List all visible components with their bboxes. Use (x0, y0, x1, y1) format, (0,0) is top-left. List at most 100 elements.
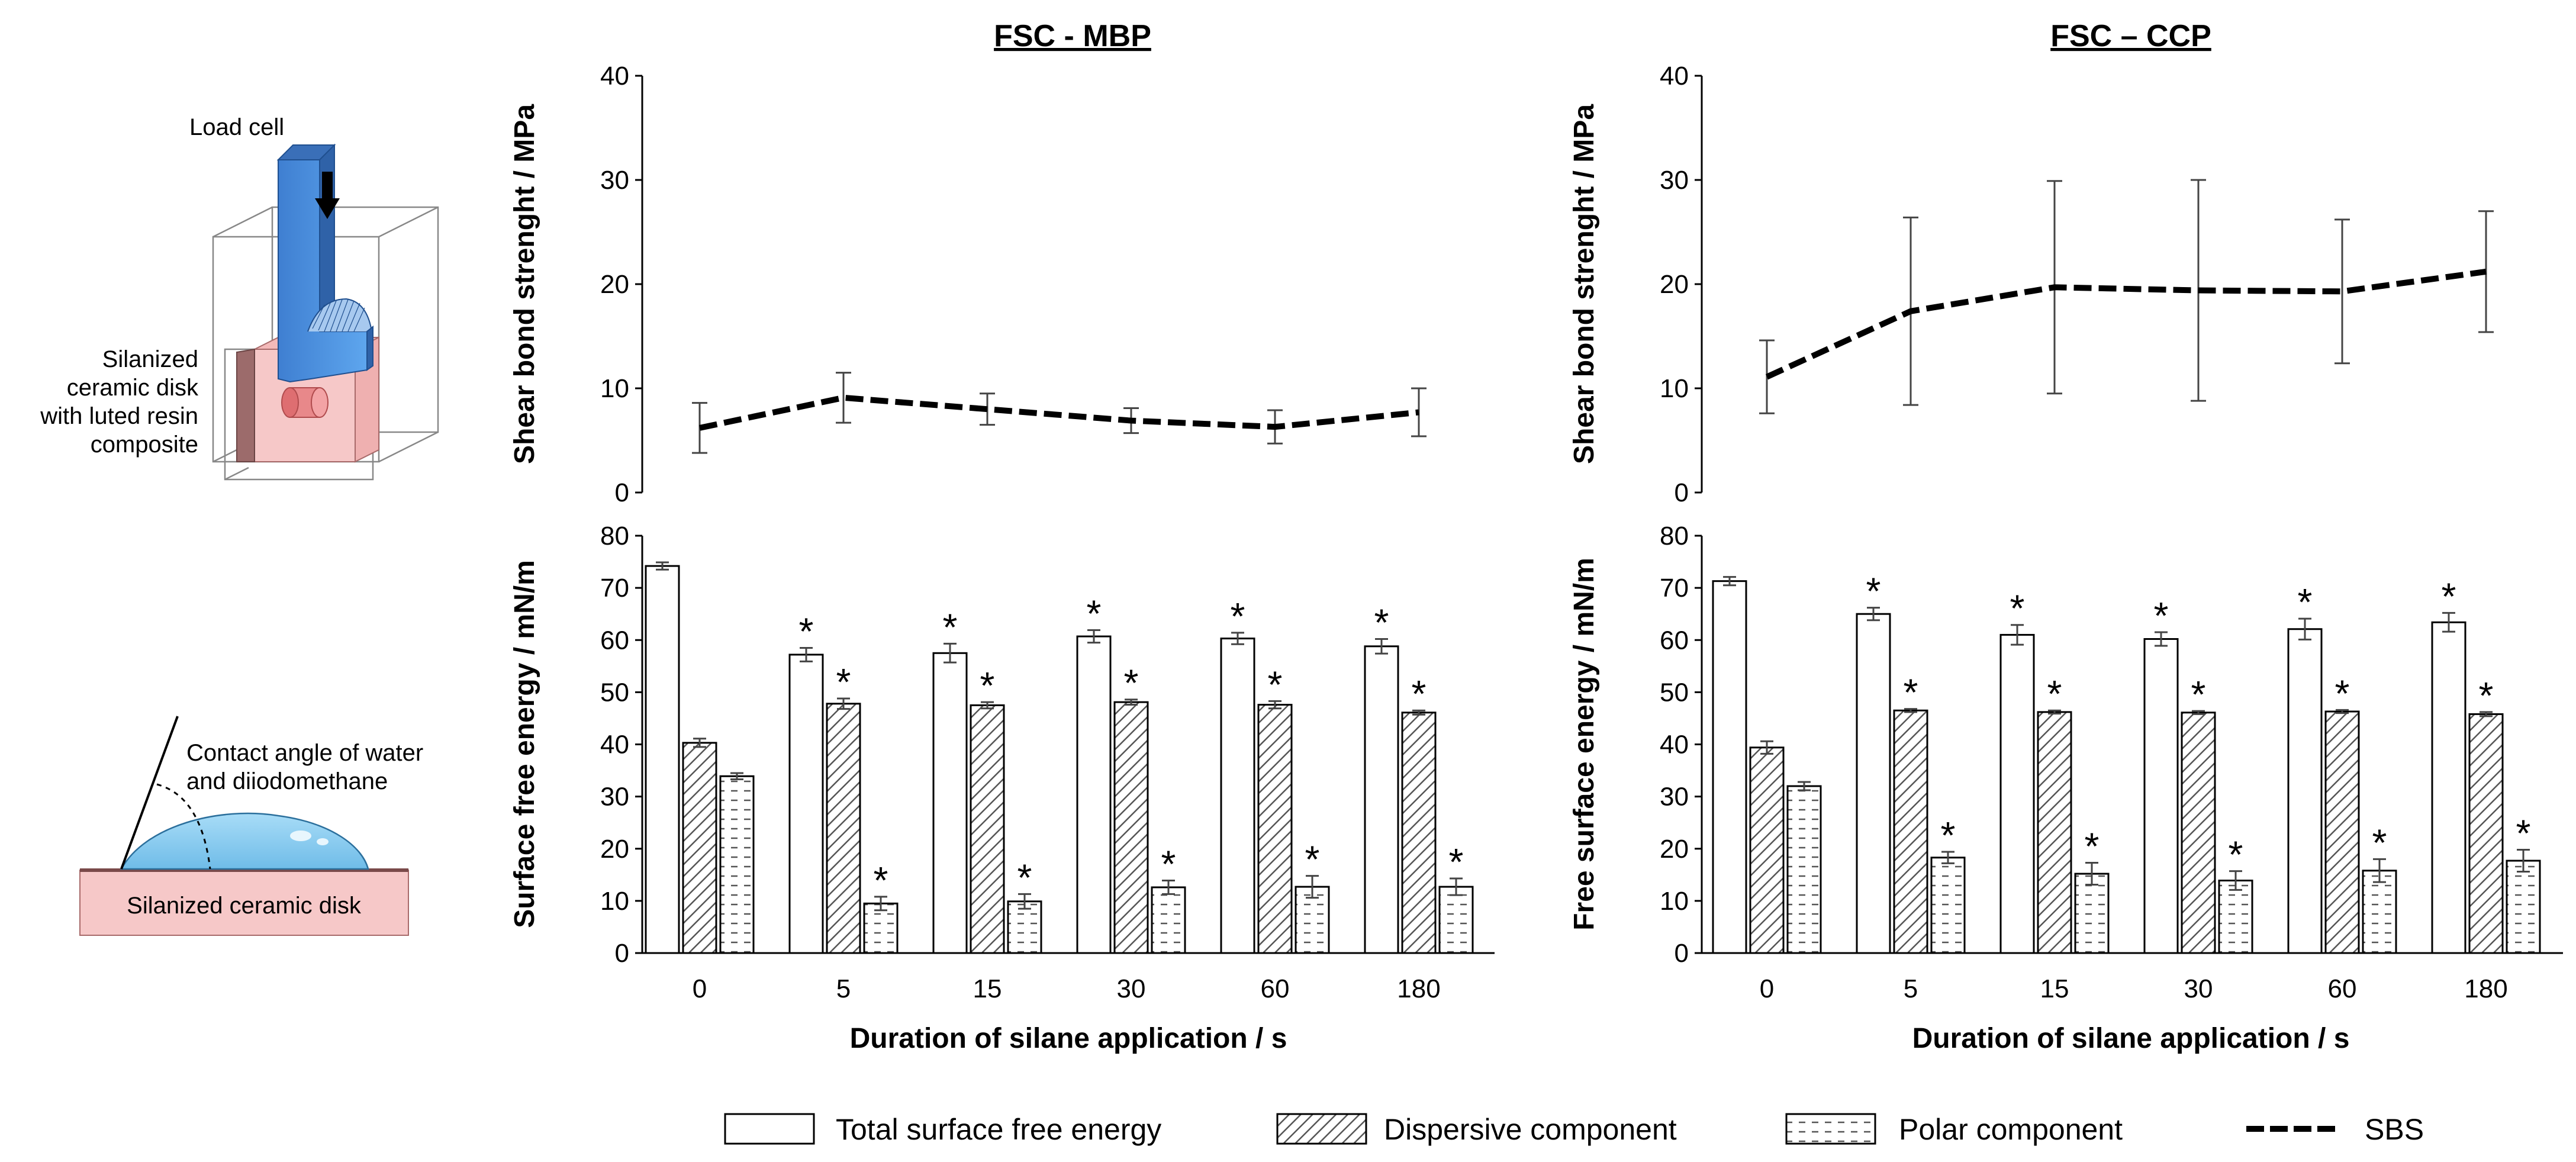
significance-star: * (1449, 841, 1464, 883)
load-arrow-icon (315, 172, 340, 219)
significance-star: * (2191, 673, 2206, 716)
bar-polar (1151, 886, 1186, 954)
chart-mbp-sbs: 0 10 20 30 40 Shear bond strenght / MPa (509, 62, 1427, 507)
bar-dispersive (1257, 704, 1293, 954)
bar-dispersive (1401, 712, 1437, 954)
bar-polar (2362, 870, 2397, 954)
significance-star: * (1124, 662, 1139, 704)
bar-total (1076, 635, 1112, 954)
shear-test-illustration: Load cell Silanized ceramic disk with lu… (40, 114, 439, 481)
bar-dispersive (1749, 746, 1785, 954)
bar-dispersive (1893, 709, 1928, 954)
disk-label-line-1: Silanized (102, 346, 198, 372)
y-tick-label: 10 (1660, 887, 1689, 916)
y-tick-label: 70 (600, 574, 629, 603)
x-tick-label: 60 (2328, 974, 2357, 1003)
significance-star: * (2479, 674, 2494, 717)
x-tick-label: 60 (1261, 974, 1290, 1003)
x-axis-label: Duration of silane application / s (1912, 1023, 2350, 1054)
x-tick-label: 15 (2040, 974, 2069, 1003)
chart-ccp-sbs: 0 10 20 30 40 Shear bond strenght / MPa (1569, 62, 2494, 507)
legend-label-sbs: SBS (2365, 1113, 2424, 1146)
y-tick-label: 40 (600, 730, 629, 759)
x-tick-label: 30 (1117, 974, 1146, 1003)
y-tick-label: 20 (600, 835, 629, 864)
y-tick-label: 60 (600, 626, 629, 655)
contact-angle-label-line-2: and diiodomethane (186, 768, 388, 794)
bar-total (932, 652, 968, 954)
y-tick-label: 10 (600, 887, 629, 916)
legend-label-total: Total surface free energy (836, 1113, 1161, 1146)
x-axis-label: Duration of silane application / s (850, 1023, 1287, 1054)
significance-star: * (2154, 594, 2169, 637)
significance-star: * (1017, 856, 1032, 899)
bar-polar (1007, 900, 1042, 954)
x-tick-label: 0 (693, 974, 707, 1003)
y-tick-label: 40 (1660, 730, 1689, 759)
title-fsc-mbp: FSC - MBP (994, 19, 1151, 53)
significance-star: * (980, 664, 995, 707)
significance-star: * (874, 859, 888, 902)
significance-star: * (1904, 671, 1918, 714)
bar-polar (1930, 857, 1966, 954)
y-tick-label: 10 (600, 374, 629, 403)
bar-dispersive (970, 704, 1005, 954)
y-tick-label: 0 (615, 939, 629, 968)
bar-polar (2218, 880, 2253, 954)
x-tick-label: 0 (1760, 974, 1774, 1003)
y-tick-label: 30 (600, 783, 629, 812)
y-tick-label: 50 (600, 678, 629, 707)
bar-polar (2074, 873, 2110, 954)
y-axis-label: Shear bond strenght / MPa (509, 104, 540, 464)
tangent-line (120, 716, 179, 870)
significance-star: * (1305, 838, 1320, 881)
y-tick-label: 50 (1660, 678, 1689, 707)
disk-label-line-3: with luted resin (40, 403, 198, 429)
significance-star: * (836, 661, 851, 703)
bar-polar (1438, 886, 1474, 954)
significance-star: * (2047, 672, 2062, 715)
bar-dispersive (826, 703, 861, 954)
y-tick-label: 20 (1660, 270, 1689, 299)
y-axis-label: Shear bond strenght / MPa (1569, 104, 1600, 464)
y-tick-label: 0 (1675, 939, 1689, 968)
sbs-series-line (698, 394, 1419, 431)
legend-swatch-total (724, 1113, 815, 1145)
bar-polar (719, 775, 755, 954)
composite-cylinder (281, 387, 329, 418)
significance-star: * (1374, 601, 1389, 643)
y-tick-label: 20 (1660, 835, 1689, 864)
x-tick-label: 30 (2184, 974, 2213, 1003)
y-tick-label: 30 (1660, 783, 1689, 812)
legend: Total surface free energy Dispersive com… (724, 1113, 2424, 1146)
bar-dispersive (2324, 710, 2360, 954)
significance-star: * (799, 610, 814, 652)
title-fsc-ccp: FSC – CCP (2050, 19, 2211, 53)
sbs-series-line (1765, 268, 2487, 380)
significance-star: * (1161, 843, 1176, 886)
water-droplet (120, 812, 369, 870)
significance-star: * (943, 606, 958, 648)
significance-star: * (1412, 672, 1427, 715)
x-tick-label: 180 (1397, 974, 1440, 1003)
angle-arc (156, 783, 211, 870)
contact-angle-illustration: Contact angle of water and diiodomethane… (79, 716, 423, 936)
significance-star: * (2442, 575, 2456, 617)
y-tick-label: 20 (600, 270, 629, 299)
bar-total (2287, 628, 2323, 954)
significance-star: * (1231, 595, 1245, 638)
bar-total (1712, 580, 1747, 954)
y-axis-label: Surface free energy / mN/m (509, 560, 540, 928)
significance-star: * (2229, 833, 2243, 876)
bar-total (788, 654, 824, 954)
bar-total (1364, 645, 1399, 954)
bar-dispersive (2468, 713, 2504, 954)
significance-star: * (1866, 570, 1881, 613)
bar-total (1220, 638, 1255, 954)
bar-total (1856, 613, 1891, 954)
ceramic-disk-label: Silanized ceramic disk (127, 893, 362, 919)
legend-swatch-polar (1785, 1113, 1876, 1145)
significance-star: * (1941, 814, 1956, 857)
